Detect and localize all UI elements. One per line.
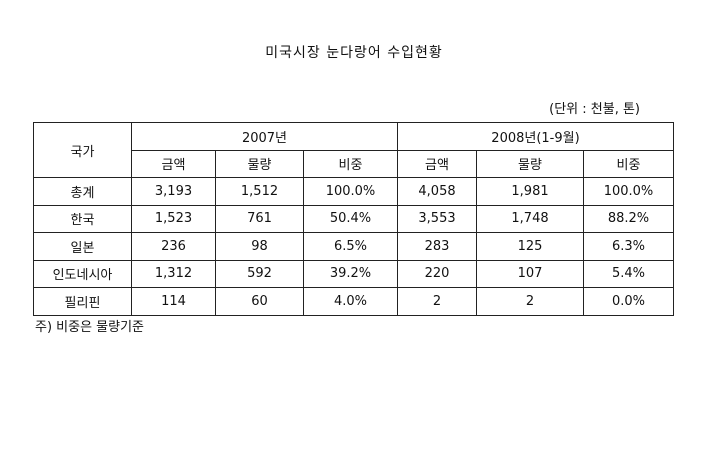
footnote: 주) 비중은 물량기준 [35, 320, 145, 335]
row-label: 일본 [33, 232, 132, 261]
data-cell: 100.0% [303, 177, 398, 206]
table-row: 국가 2007년 2008년(1-9월) [33, 122, 674, 178]
data-cell: 60 [215, 287, 304, 316]
data-cell: 3,553 [397, 204, 477, 233]
data-cell: 88.2% [583, 204, 674, 233]
data-cell: 4.0% [303, 287, 398, 316]
data-cell: 761 [215, 204, 304, 233]
data-cell: 125 [476, 232, 584, 261]
row-label: 필리핀 [33, 287, 132, 316]
data-cell: 1,748 [476, 204, 584, 233]
sub-header: 비중 [303, 149, 398, 178]
row-label: 인도네시아 [33, 259, 132, 288]
sub-header: 금액 [131, 149, 216, 178]
unit-note: (단위 : 천불, 톤) [549, 102, 640, 117]
data-cell: 50.4% [303, 204, 398, 233]
data-cell: 107 [476, 259, 584, 288]
table-row: 금액 물량 비중 금액 물량 비중 [34, 149, 674, 178]
data-cell: 6.3% [583, 232, 674, 261]
data-cell: 1,981 [476, 177, 584, 206]
data-cell: 1,523 [131, 204, 216, 233]
data-cell: 5.4% [583, 259, 674, 288]
table-row: 총계 3,193 1,512 100.0% 4,058 1,981 100.0% [33, 177, 674, 206]
group-header: 2007년 [131, 122, 398, 151]
sub-header: 물량 [476, 149, 584, 178]
data-cell: 0.0% [583, 287, 674, 316]
sub-header: 비중 [583, 149, 674, 178]
data-cell: 39.2% [303, 259, 398, 288]
row-label: 총계 [33, 177, 132, 206]
data-cell: 236 [131, 232, 216, 261]
data-cell: 220 [397, 259, 477, 288]
row-label: 한국 [33, 204, 132, 233]
header-cell: 국가 [33, 122, 132, 178]
import-table: 국가 2007년 2008년(1-9월) 금액 물량 비중 금액 물량 비중 총계 3,193 1,5… [33, 122, 674, 316]
data-cell: 2 [476, 287, 584, 316]
data-cell: 2 [397, 287, 477, 316]
title: 미국시장 눈다랑어 수입현황 [265, 45, 443, 61]
data-cell: 592 [215, 259, 304, 288]
table-row: 일본 236 98 6.5% 283 125 6.3% [33, 232, 674, 261]
data-cell: 1,512 [215, 177, 304, 206]
sub-header: 금액 [397, 149, 477, 178]
group-header: 2008년(1-9월) [397, 122, 674, 151]
data-cell: 6.5% [303, 232, 398, 261]
data-cell: 98 [215, 232, 304, 261]
sub-header: 물량 [215, 149, 304, 178]
data-cell: 4,058 [397, 177, 477, 206]
table-row: 인도네시아 1,312 592 39.2% 220 107 5.4% [33, 259, 674, 288]
data-cell: 283 [397, 232, 477, 261]
data-cell: 3,193 [131, 177, 216, 206]
data-cell: 100.0% [583, 177, 674, 206]
data-cell: 114 [131, 287, 216, 316]
table-row: 필리핀 114 60 4.0% 2 2 0.0% [33, 287, 674, 316]
data-cell: 1,312 [131, 259, 216, 288]
table-row: 한국 1,523 761 50.4% 3,553 1,748 88.2% [33, 204, 674, 233]
